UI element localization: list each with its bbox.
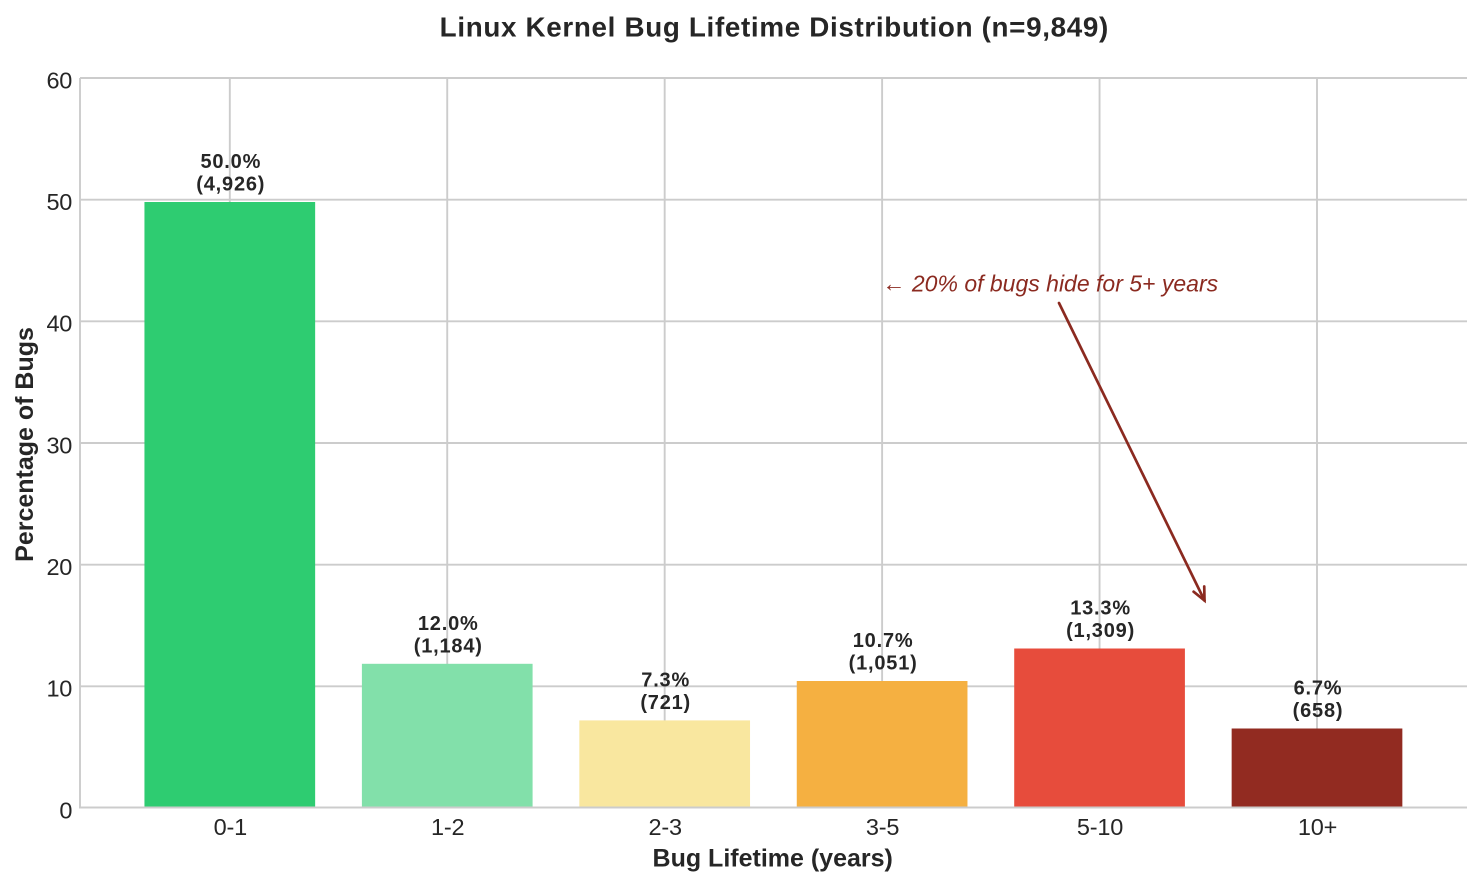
svg-text:(658): (658)	[1293, 700, 1344, 722]
svg-text:Bug Lifetime (years): Bug Lifetime (years)	[653, 845, 893, 873]
svg-text:3-5: 3-5	[866, 814, 899, 840]
svg-text:50: 50	[46, 189, 72, 215]
svg-text:(1,184): (1,184)	[414, 636, 483, 658]
svg-text:(721): (721)	[640, 692, 691, 714]
svg-text:12.0%: 12.0%	[418, 613, 479, 635]
svg-text:5-10: 5-10	[1077, 814, 1123, 840]
svg-text:(1,051): (1,051)	[849, 653, 918, 675]
svg-text:(1,309): (1,309)	[1066, 620, 1135, 642]
svg-text:0-1: 0-1	[214, 814, 247, 840]
svg-text:30: 30	[46, 432, 72, 458]
svg-text:0: 0	[59, 797, 72, 823]
svg-text:Percentage of Bugs: Percentage of Bugs	[11, 327, 39, 562]
svg-text:13.3%: 13.3%	[1070, 598, 1131, 620]
svg-text:20: 20	[46, 554, 72, 580]
svg-text:10.7%: 10.7%	[853, 630, 914, 652]
svg-text:← 20% of bugs hide for 5+ year: ← 20% of bugs hide for 5+ years	[883, 271, 1219, 297]
svg-text:40: 40	[46, 311, 72, 337]
svg-text:6.7%: 6.7%	[1294, 678, 1343, 700]
svg-text:Linux Kernel Bug Lifetime Dist: Linux Kernel Bug Lifetime Distribution (…	[440, 12, 1109, 43]
svg-text:2-3: 2-3	[648, 814, 681, 840]
svg-text:50.0%: 50.0%	[200, 151, 261, 173]
svg-text:10: 10	[46, 676, 72, 702]
svg-text:60: 60	[46, 67, 72, 93]
svg-text:1-2: 1-2	[431, 814, 464, 840]
svg-text:10+: 10+	[1298, 814, 1337, 840]
svg-text:(4,926): (4,926)	[196, 174, 265, 196]
svg-text:7.3%: 7.3%	[641, 669, 690, 691]
